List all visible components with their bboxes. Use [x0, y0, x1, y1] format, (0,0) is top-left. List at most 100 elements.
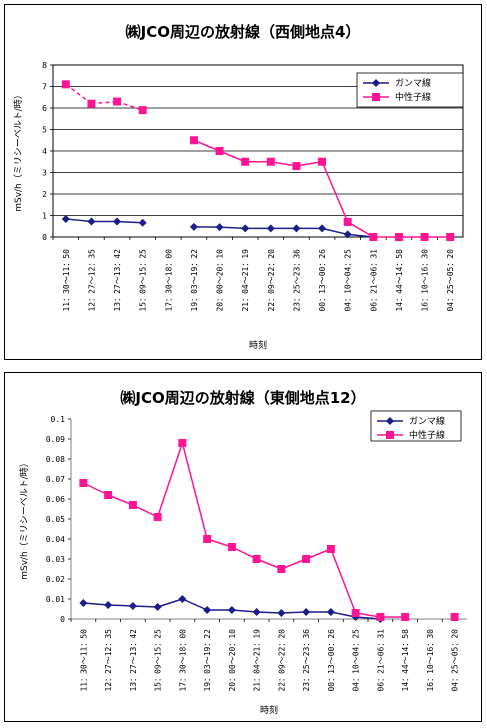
x-tick-label: 23：25～23：36: [292, 249, 301, 312]
series-line-segment: [347, 233, 374, 238]
x-tick-label: 22：09～22：20: [267, 249, 276, 312]
legend-marker-neutron: [372, 93, 380, 101]
data-point-neutron: [87, 99, 96, 108]
series-line-segment: [330, 611, 356, 618]
x-tick-label: 12：27～12：35: [104, 629, 113, 692]
data-point-gamma: [302, 608, 311, 616]
x-tick-label: 04：25～05：20: [451, 629, 460, 692]
series-line-segment: [281, 558, 307, 570]
data-point-neutron: [318, 157, 327, 166]
legend-label: 中性子線: [409, 429, 445, 441]
data-point-gamma: [138, 218, 147, 227]
data-point-gamma: [215, 223, 224, 232]
series-line-segment: [65, 83, 92, 105]
x-tick-label: 21：04～21：19: [241, 249, 250, 312]
x-axis-label: 時刻: [249, 339, 267, 351]
data-point-neutron: [153, 513, 162, 521]
data-point-neutron: [326, 545, 335, 553]
data-point-neutron: [79, 479, 88, 487]
data-point-gamma: [79, 599, 88, 607]
data-point-gamma: [153, 603, 162, 611]
x-tick-label: 04：10～04：25: [352, 629, 361, 692]
data-point-neutron: [128, 501, 137, 509]
y-tick-label: 0: [60, 615, 65, 624]
x-tick-label: 04：25～05：20: [446, 249, 455, 312]
data-point-neutron: [113, 97, 122, 106]
x-tick-label: 06：21～06：31: [369, 249, 378, 312]
data-point-neutron: [61, 80, 70, 89]
data-point-neutron: [277, 565, 286, 573]
x-tick-label: 04：10～04：25: [344, 249, 353, 312]
y-tick-label: 0.02: [46, 575, 65, 584]
y-tick-label: 4: [42, 147, 47, 156]
data-point-neutron: [138, 106, 147, 115]
series-line-segment: [321, 161, 349, 223]
data-point-neutron: [266, 157, 275, 166]
series-line-segment: [65, 218, 92, 223]
y-tick-label: 1: [42, 212, 47, 221]
y-tick-label: 0.09: [46, 435, 65, 444]
series-line-segment: [193, 139, 220, 152]
data-point-gamma: [318, 224, 327, 233]
x-tick-label: 06：21～06：31: [376, 629, 385, 692]
data-point-gamma: [87, 217, 96, 226]
series-line-segment: [296, 161, 323, 167]
x-tick-label: 17：30～18：00: [178, 629, 187, 692]
data-point-gamma: [241, 224, 250, 233]
data-point-neutron: [302, 555, 311, 563]
series-line-segment: [330, 548, 357, 614]
legend-label: ガンマ線: [395, 77, 431, 89]
chart-west: ㈱JCO周辺の放射線（西側地点4） 0 1 2 3 4 5 6 7 8 11：30～11：50 12：…: [13, 23, 464, 351]
y-tick-label: 7: [42, 83, 47, 92]
data-point-neutron: [292, 162, 301, 171]
data-point-gamma: [128, 602, 137, 610]
series-line-segment: [181, 442, 208, 540]
series-line-segment: [256, 558, 282, 570]
y-tick-label: 0: [42, 233, 47, 242]
y-tick-label: 0.07: [46, 475, 65, 484]
series-line-segment: [116, 100, 143, 111]
series-line-segment: [219, 150, 246, 163]
series-line-segment: [281, 611, 307, 614]
series-line-segment: [83, 482, 109, 496]
data-point-gamma: [252, 608, 261, 616]
x-tick-label: 12：27～12：35: [87, 249, 96, 312]
x-tick-label: 14：44～14：58: [401, 629, 410, 692]
series-line-segment: [206, 538, 233, 548]
x-tick-label: 15：09～15：25: [139, 249, 148, 312]
series-line-segment: [91, 100, 118, 105]
y-tick-label: 0.08: [46, 455, 65, 464]
data-point-gamma: [292, 224, 301, 233]
y-tick-label: 0.05: [46, 515, 65, 524]
y-tick-label: 0.03: [46, 555, 65, 564]
x-tick-label: 13：27～13：42: [113, 249, 122, 312]
y-axis-label: mSv/h（ミリシーベルト/時）: [13, 90, 24, 212]
series-line-segment: [107, 494, 134, 506]
data-point-gamma: [61, 214, 70, 223]
data-point-neutron: [178, 439, 187, 447]
series-line-segment: [83, 602, 109, 606]
x-axis-label: 時刻: [260, 704, 278, 716]
data-point-neutron: [203, 535, 212, 543]
series-line-segment: [132, 605, 158, 608]
x-tick-label: 17：30～18：00: [164, 249, 173, 312]
series-line-segment: [231, 609, 257, 613]
data-point-neutron: [369, 233, 378, 241]
legend-label: 中性子線: [395, 91, 431, 103]
data-point-neutron: [420, 233, 429, 241]
chart-east: ㈱JCO周辺の放射線（東側地点12） 0 0.01 0.02 0.03 0.04 0.05 0…: [19, 389, 467, 716]
x-tick-label: 20：00～20：10: [228, 629, 237, 692]
data-point-gamma: [113, 217, 122, 226]
y-tick-label: 0.06: [46, 495, 65, 504]
data-point-neutron: [446, 233, 455, 241]
x-tick-label: 00：13～00：26: [318, 249, 327, 312]
data-point-gamma: [277, 609, 286, 617]
x-tick-label: 19：03～19：22: [190, 249, 199, 312]
x-tick-label: 13：27～13：42: [129, 629, 138, 692]
y-tick-label: 0.01: [46, 595, 65, 604]
series-line-segment: [321, 227, 348, 236]
legend-marker-gamma: [372, 79, 380, 87]
x-tick-label: 20：00～20：10: [216, 249, 225, 312]
y-tick-label: 6: [42, 104, 47, 113]
data-point-gamma: [227, 606, 236, 614]
